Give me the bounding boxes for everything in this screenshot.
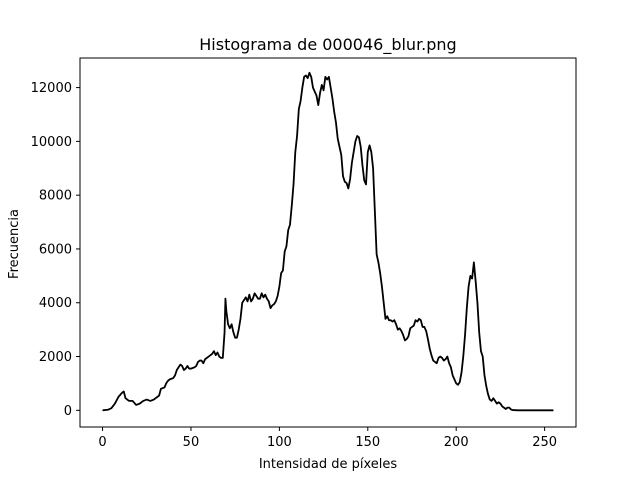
y-axis-ticks: 0 2000 4000 6000 8000 10000 12000	[31, 81, 80, 419]
x-axis-label: Intensidad de píxeles	[259, 457, 398, 472]
x-tick-label: 50	[183, 435, 200, 450]
x-tick-label: 200	[444, 435, 469, 450]
x-tick-label: 150	[355, 435, 380, 450]
axes-frame	[79, 57, 577, 428]
y-tick-label: 6000	[39, 242, 72, 257]
y-tick-label: 10000	[31, 135, 72, 150]
y-tick-label: 12000	[31, 81, 72, 96]
x-tick-label: 250	[532, 435, 557, 450]
series-line	[102, 71, 554, 412]
x-tick-label: 0	[98, 435, 106, 450]
chart-title: Histograma de 000046_blur.png	[199, 35, 456, 55]
y-tick-label: 4000	[39, 296, 72, 311]
x-axis-ticks: 0 50 100 150 200 250	[98, 427, 557, 450]
y-axis-label: Frecuencia	[7, 209, 22, 279]
y-tick-label: 2000	[39, 350, 72, 365]
x-tick-label: 100	[267, 435, 292, 450]
plot-area	[79, 57, 577, 428]
y-tick-label: 8000	[39, 189, 72, 204]
y-tick-label: 0	[64, 404, 72, 419]
